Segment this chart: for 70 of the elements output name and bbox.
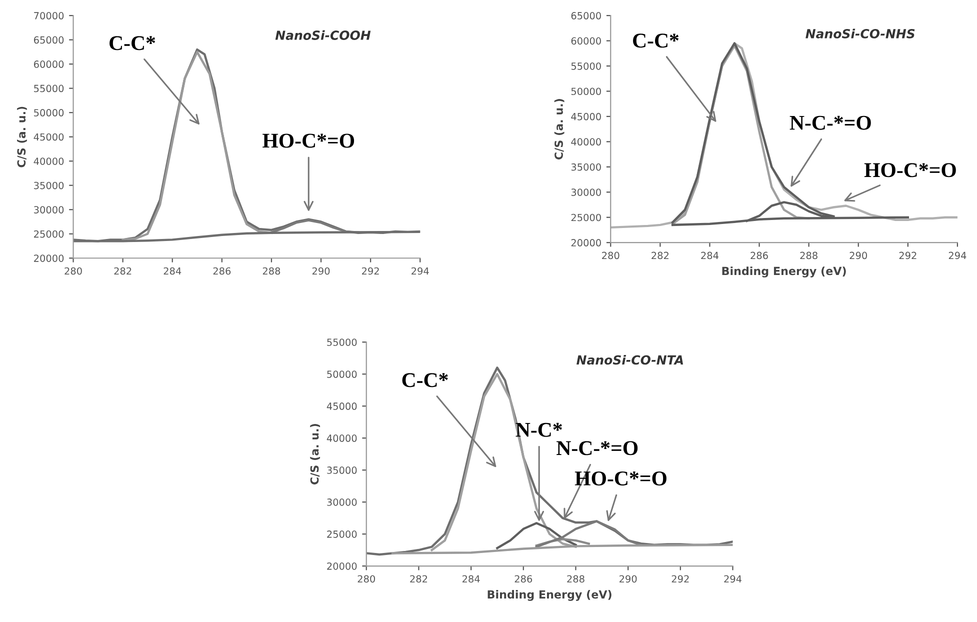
x-tick-label: 282 bbox=[114, 267, 132, 275]
x-tick-label: 288 bbox=[800, 252, 818, 260]
y-tick-label: 30000 bbox=[34, 206, 64, 214]
y-tick-label: 40000 bbox=[571, 138, 601, 146]
x-tick-label: 286 bbox=[750, 252, 768, 260]
y-tick-label: 50000 bbox=[571, 88, 601, 96]
y-tick-label: 40000 bbox=[34, 158, 64, 165]
x-tick-label: 282 bbox=[410, 575, 428, 583]
y-tick-label: 60000 bbox=[34, 60, 64, 68]
x-tick-label: 290 bbox=[850, 252, 867, 260]
y-tick-label: 25000 bbox=[34, 230, 64, 238]
y-tick-label: 30000 bbox=[327, 498, 357, 506]
x-tick-label: 294 bbox=[412, 267, 429, 275]
y-tick-label: 35000 bbox=[571, 163, 601, 171]
x-tick-label: 292 bbox=[362, 267, 379, 275]
y-tick-label: 35000 bbox=[34, 182, 64, 190]
y-tick-label: 45000 bbox=[326, 402, 357, 410]
x-tick-label: 280 bbox=[602, 252, 620, 260]
x-tick-label: 286 bbox=[514, 575, 532, 583]
annotation: HO-C*=O bbox=[262, 134, 354, 148]
annotation: C-C* bbox=[110, 36, 156, 50]
annotation: N-C-*=O bbox=[790, 116, 871, 130]
x-tick-label: 284 bbox=[701, 252, 718, 260]
x-tick-label: 294 bbox=[948, 252, 966, 260]
y-tick-label: 45000 bbox=[34, 133, 64, 141]
x-axis-title: Binding Energy (eV) bbox=[722, 266, 846, 278]
y-tick-label: 45000 bbox=[571, 112, 601, 120]
x-tick-label: 288 bbox=[262, 267, 280, 275]
annotation: C-C* bbox=[633, 34, 679, 48]
x-tick-label: 292 bbox=[672, 575, 689, 583]
annotation: HO-C*=O bbox=[574, 471, 666, 486]
y-tick-label: 20000 bbox=[571, 239, 601, 246]
x-tick-label: 284 bbox=[164, 267, 182, 275]
x-axis-title: Binding Energy (eV) bbox=[488, 590, 612, 601]
x-tick-label: 286 bbox=[213, 267, 231, 275]
annotation: N-C* bbox=[516, 422, 562, 437]
y-axis-title: C/S (a. u.) bbox=[554, 99, 564, 160]
y-tick-label: 30000 bbox=[571, 188, 601, 196]
y-tick-label: 20000 bbox=[34, 254, 64, 262]
x-tick-label: 288 bbox=[567, 575, 584, 583]
annotation: C-C* bbox=[402, 373, 448, 388]
x-tick-label: 284 bbox=[462, 575, 480, 583]
y-axis-title: C/S (a. u.) bbox=[310, 424, 320, 484]
text: NanoSi-CO-NHS bbox=[806, 28, 915, 38]
y-tick-label: 60000 bbox=[571, 37, 601, 45]
x-tick-label: 282 bbox=[652, 252, 668, 260]
y-tick-label: 50000 bbox=[34, 109, 64, 116]
y-tick-label: 20000 bbox=[327, 562, 357, 570]
annotation: HO-C*=O bbox=[864, 163, 956, 178]
y-tick-label: 25000 bbox=[327, 530, 357, 538]
y-tick-label: 40000 bbox=[326, 434, 357, 442]
text: NanoSi-COOH bbox=[275, 30, 371, 40]
x-tick-label: 290 bbox=[620, 575, 637, 583]
annotation: N-C-*=O bbox=[556, 441, 638, 456]
x-tick-label: 290 bbox=[312, 267, 330, 275]
y-tick-label: 55000 bbox=[571, 62, 601, 70]
y-tick-label: 50000 bbox=[327, 370, 357, 378]
y-tick-label: 55000 bbox=[34, 84, 64, 92]
y-tick-label: 25000 bbox=[571, 214, 601, 222]
x-tick-label: 280 bbox=[64, 267, 82, 275]
text: NanoSi-CO-NTA bbox=[576, 354, 684, 365]
x-tick-label: 292 bbox=[899, 252, 916, 260]
x-tick-label: 294 bbox=[724, 575, 742, 583]
y-tick-label: 35000 bbox=[327, 466, 357, 474]
y-axis-title: C/S (a. u.) bbox=[17, 106, 27, 168]
y-tick-label: 55000 bbox=[327, 338, 357, 346]
y-tick-label: 65000 bbox=[571, 12, 601, 20]
x-tick-label: 280 bbox=[358, 575, 376, 583]
y-tick-label: 65000 bbox=[34, 36, 64, 44]
y-tick-label: 70000 bbox=[34, 12, 64, 20]
